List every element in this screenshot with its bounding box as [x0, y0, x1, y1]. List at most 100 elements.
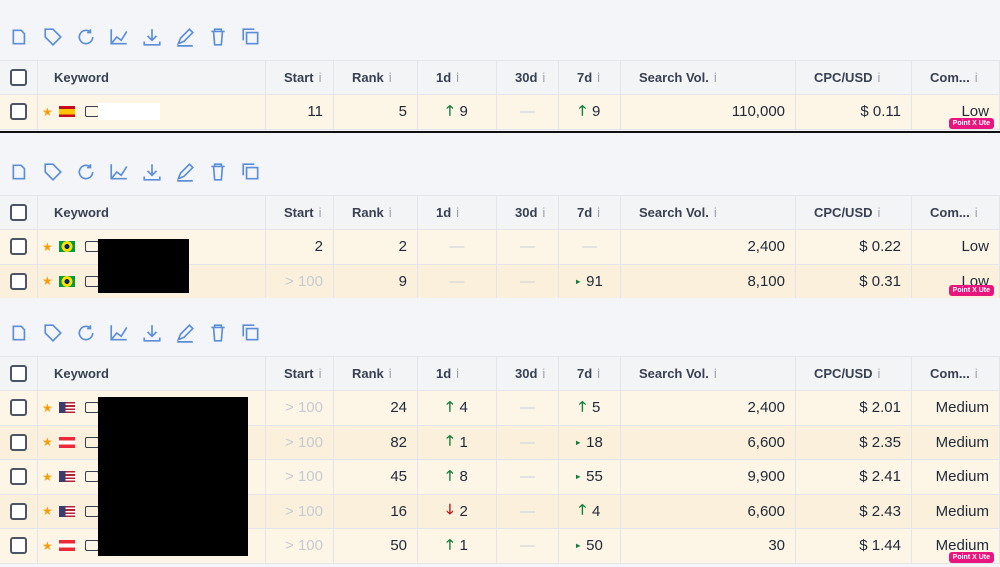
checkbox[interactable] [10, 468, 27, 486]
header-cell[interactable]: 7d i [559, 60, 621, 95]
row-cell: Medium [912, 529, 1000, 564]
toolbar-icon[interactable] [10, 27, 30, 47]
cell-text: $ 2.01 [859, 399, 901, 417]
header-cell[interactable]: Com... i [912, 195, 1000, 230]
trend-arrow: ▸ [576, 437, 581, 447]
header-cell[interactable]: Rank i [334, 356, 418, 391]
row-cell: — [497, 391, 559, 426]
header-cell[interactable]: Com... i [912, 356, 1000, 391]
cell-text: Medium [935, 433, 989, 451]
toolbar-icon[interactable] [43, 162, 63, 182]
toolbar-icon[interactable] [175, 162, 195, 182]
cell-text: > 100 [285, 272, 323, 290]
toolbar-icon[interactable] [10, 162, 30, 182]
toolbar-icon[interactable] [241, 162, 261, 182]
toolbar-icon[interactable] [109, 162, 129, 182]
cell-text: 6,600 [747, 502, 785, 520]
toolbar-icon[interactable] [109, 323, 129, 343]
checkbox[interactable] [10, 365, 27, 382]
row-cell: 🡓 2 [418, 494, 497, 529]
info-icon: i [877, 205, 881, 220]
header-cell[interactable]: Rank i [334, 60, 418, 95]
header-cell[interactable]: Start i [266, 60, 334, 95]
header-cell[interactable]: Search Vol. i [621, 195, 796, 230]
header-cell[interactable]: 7d i [559, 195, 621, 230]
header-cell[interactable]: Start i [266, 195, 334, 230]
trend-value: 5 [591, 399, 601, 417]
header-cell[interactable]: Com... i [912, 60, 1000, 95]
row-cell: $ 0.22 [796, 230, 912, 265]
row-cell: 8,100 [621, 264, 796, 299]
header-cell[interactable]: Search Vol. i [621, 356, 796, 391]
header-cell[interactable]: 1d i [418, 195, 497, 230]
row-cell [0, 230, 38, 265]
table-panel: Keyword Start i Rank i 1d i 30d i 7d i Search Vol. i… [0, 137, 1000, 300]
checkbox[interactable] [10, 399, 27, 417]
checkbox[interactable] [10, 103, 27, 121]
row-cell: 24 [334, 391, 418, 426]
toolbar-icon[interactable] [208, 323, 228, 343]
trend-value: 50 [586, 537, 603, 555]
toolbar-icon[interactable] [142, 162, 162, 182]
checkbox[interactable] [10, 69, 27, 86]
toolbar-icon[interactable] [10, 323, 30, 343]
info-icon: i [542, 70, 546, 85]
header-cell[interactable]: CPC/USD i [796, 60, 912, 95]
header-cell[interactable]: 1d i [418, 356, 497, 391]
toolbar-icon[interactable] [175, 323, 195, 343]
toolbar-icon[interactable] [175, 27, 195, 47]
header-cell[interactable]: Start i [266, 356, 334, 391]
header-cell[interactable]: Search Vol. i [621, 60, 796, 95]
checkbox[interactable] [10, 433, 27, 451]
toolbar-icon[interactable] [76, 323, 96, 343]
row-cell: — [497, 264, 559, 299]
header-cell[interactable]: 30d i [497, 195, 559, 230]
header-label: 7d [577, 205, 593, 220]
row-cell: — [418, 264, 497, 299]
checkbox[interactable] [10, 537, 27, 555]
toolbar-icon[interactable] [142, 27, 162, 47]
info-icon: i [974, 366, 978, 381]
toolbar-icon[interactable] [76, 27, 96, 47]
row-cell: 45 [334, 460, 418, 495]
toolbar-icon[interactable] [208, 27, 228, 47]
cell-text: — [520, 468, 535, 486]
device-icon [84, 106, 99, 118]
header-cell[interactable]: 30d i [497, 60, 559, 95]
toolbar-icon[interactable] [43, 323, 63, 343]
toolbar-icon[interactable] [241, 27, 261, 47]
info-icon: i [388, 70, 392, 85]
cell-text: > 100 [285, 502, 323, 520]
star-icon: ★ [42, 104, 53, 119]
row-cell: — [497, 529, 559, 564]
header-cell[interactable]: CPC/USD i [796, 195, 912, 230]
toolbar-icon[interactable] [76, 162, 96, 182]
header-cell[interactable]: 1d i [418, 60, 497, 95]
header-cell[interactable]: Keyword [38, 60, 266, 95]
checkbox[interactable] [10, 502, 27, 520]
toolbar-icon[interactable] [43, 27, 63, 47]
header-cell[interactable]: 30d i [497, 356, 559, 391]
header-cell[interactable]: Keyword [38, 356, 266, 391]
header-label: CPC/USD [814, 205, 873, 220]
toolbar-icon[interactable] [241, 323, 261, 343]
info-icon: i [388, 205, 392, 220]
toolbar-icon[interactable] [142, 323, 162, 343]
header-cell[interactable]: CPC/USD i [796, 356, 912, 391]
header-cell[interactable]: Keyword [38, 195, 266, 230]
row-cell: 6,600 [621, 425, 796, 460]
header-cell[interactable]: Rank i [334, 195, 418, 230]
info-icon: i [713, 205, 717, 220]
toolbar-icon[interactable] [109, 27, 129, 47]
toolbar-icon[interactable] [208, 162, 228, 182]
checkbox[interactable] [10, 204, 27, 221]
checkbox[interactable] [10, 238, 27, 256]
trend-arrow: 🡑 [446, 466, 454, 483]
row-cell: ▸ 91 [559, 264, 621, 299]
header-cell[interactable]: 7d i [559, 356, 621, 391]
cell-text: 2,400 [747, 399, 785, 417]
checkbox[interactable] [10, 272, 27, 290]
header-label: Start [284, 205, 314, 220]
cell-text: 2 [314, 238, 323, 256]
header-label: Search Vol. [639, 205, 709, 220]
